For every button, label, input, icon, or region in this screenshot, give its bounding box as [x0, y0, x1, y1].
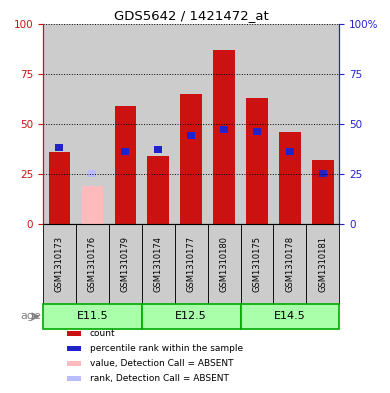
Bar: [76, 224, 109, 304]
Bar: [241, 304, 339, 329]
Bar: [207, 224, 241, 304]
Bar: [115, 106, 136, 224]
Text: GSM1310180: GSM1310180: [220, 236, 229, 292]
Text: GSM1310175: GSM1310175: [252, 236, 261, 292]
Bar: [67, 331, 81, 336]
Bar: [213, 50, 235, 224]
Bar: [319, 171, 327, 177]
Bar: [142, 304, 241, 329]
Text: age: age: [20, 311, 41, 321]
Bar: [142, 24, 175, 224]
Bar: [55, 144, 64, 151]
Bar: [187, 132, 195, 140]
Bar: [147, 156, 169, 224]
Bar: [273, 224, 307, 304]
Bar: [241, 24, 273, 224]
Bar: [109, 224, 142, 304]
Bar: [121, 148, 129, 155]
Bar: [109, 24, 142, 224]
Bar: [43, 24, 76, 224]
Bar: [67, 361, 81, 366]
Bar: [286, 148, 294, 155]
Text: E11.5: E11.5: [76, 311, 108, 321]
Bar: [273, 24, 307, 224]
Bar: [43, 304, 142, 329]
Bar: [312, 160, 333, 224]
Bar: [49, 152, 70, 224]
Text: count: count: [90, 329, 115, 338]
Bar: [207, 24, 241, 224]
Bar: [142, 224, 175, 304]
Bar: [253, 128, 261, 135]
Bar: [67, 376, 81, 381]
Text: GSM1310174: GSM1310174: [154, 236, 163, 292]
Bar: [88, 171, 96, 177]
Bar: [82, 186, 103, 224]
Bar: [175, 224, 207, 304]
Bar: [76, 24, 109, 224]
Bar: [175, 24, 207, 224]
Text: GSM1310173: GSM1310173: [55, 236, 64, 292]
Bar: [43, 224, 76, 304]
Text: GSM1310178: GSM1310178: [285, 236, 294, 292]
Bar: [67, 346, 81, 351]
Text: E14.5: E14.5: [274, 311, 306, 321]
Bar: [220, 126, 228, 133]
Text: GSM1310176: GSM1310176: [88, 236, 97, 292]
Bar: [246, 98, 268, 224]
Text: GSM1310179: GSM1310179: [121, 236, 130, 292]
Bar: [154, 146, 162, 153]
Title: GDS5642 / 1421472_at: GDS5642 / 1421472_at: [114, 9, 268, 22]
Text: E12.5: E12.5: [175, 311, 207, 321]
Text: rank, Detection Call = ABSENT: rank, Detection Call = ABSENT: [90, 374, 229, 383]
Text: percentile rank within the sample: percentile rank within the sample: [90, 344, 243, 353]
Text: GSM1310177: GSM1310177: [186, 236, 196, 292]
Bar: [181, 94, 202, 224]
Text: GSM1310181: GSM1310181: [318, 236, 327, 292]
Bar: [307, 24, 339, 224]
Bar: [241, 224, 273, 304]
Text: value, Detection Call = ABSENT: value, Detection Call = ABSENT: [90, 359, 233, 368]
Bar: [279, 132, 301, 224]
Bar: [307, 224, 339, 304]
